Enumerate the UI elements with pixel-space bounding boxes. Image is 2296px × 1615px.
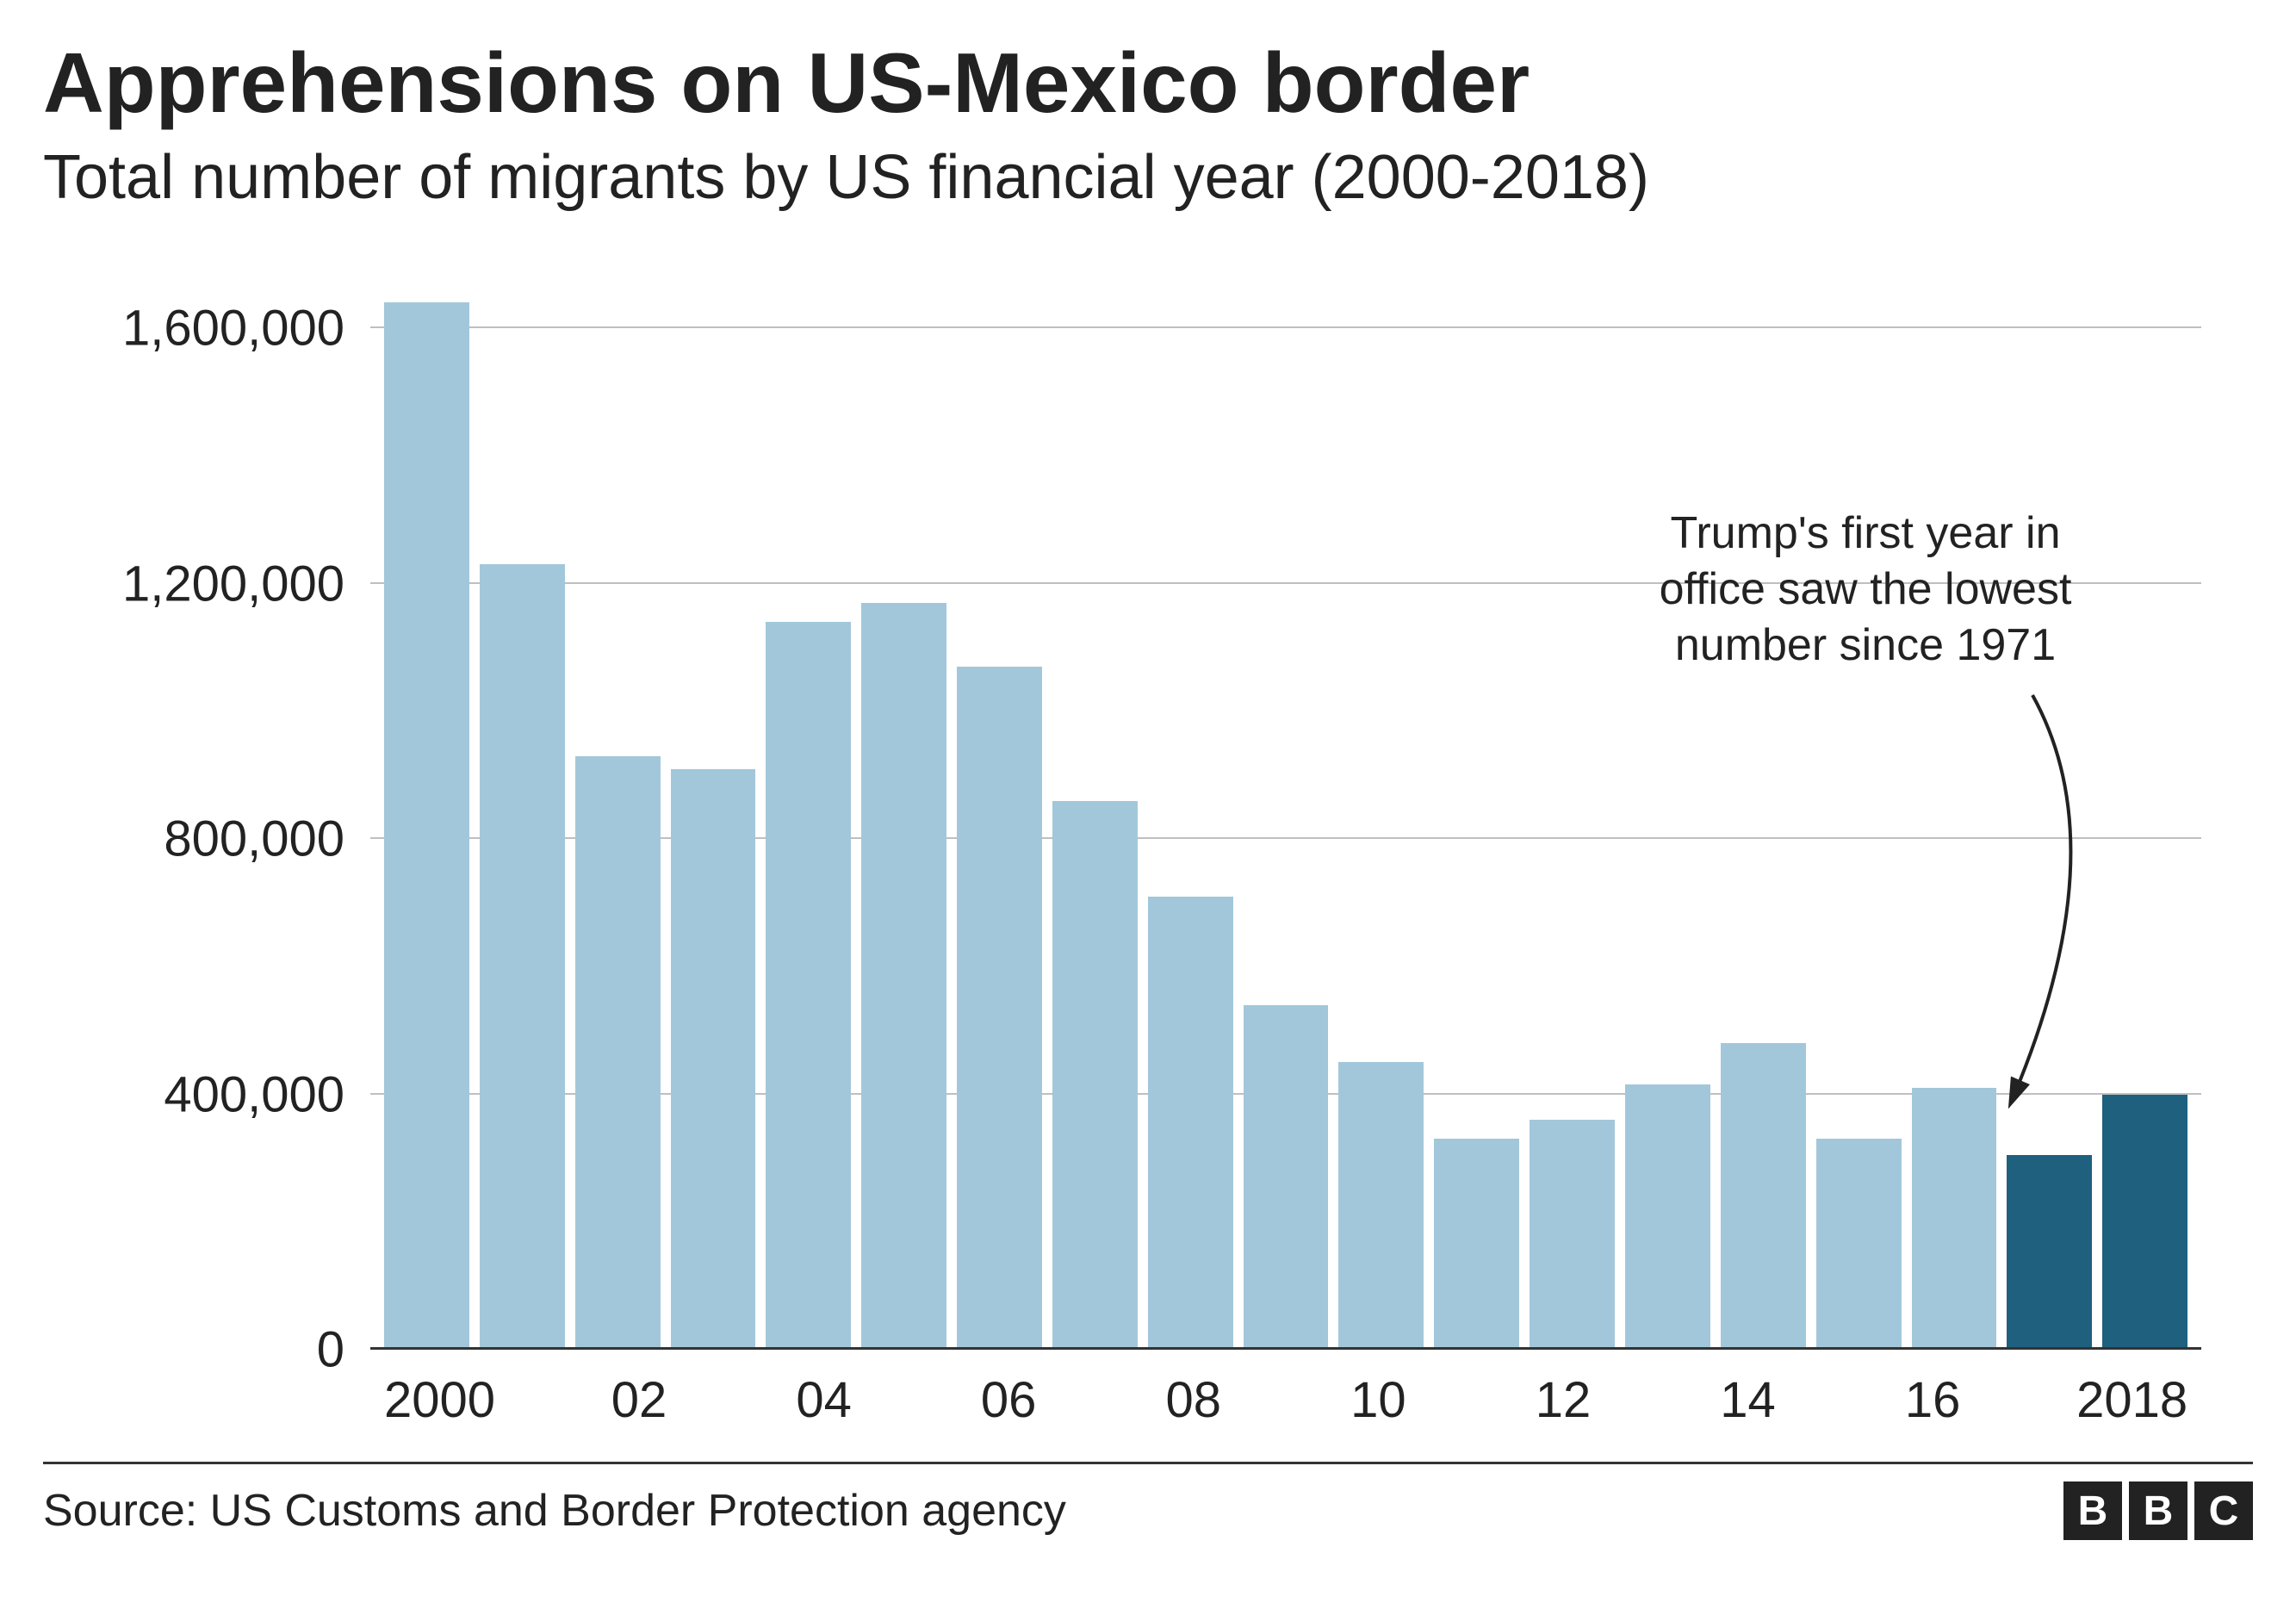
- bar: [1625, 1084, 1710, 1350]
- footer-rule: [43, 1462, 2253, 1464]
- x-axis-labels: 2000 02 04 06 08 10 12 14 16 2018: [370, 1358, 2201, 1436]
- bbc-logo-letter: B: [2129, 1481, 2187, 1540]
- bar: [2007, 1155, 2092, 1350]
- bar: [1338, 1062, 1424, 1350]
- x-tick-label: 16: [1891, 1358, 1973, 1436]
- baseline: [370, 1347, 2201, 1350]
- bar: [957, 667, 1042, 1350]
- x-tick-label: 14: [1707, 1358, 1789, 1436]
- chart-annotation: Trump's first year inoffice saw the lowe…: [1624, 506, 2107, 674]
- bar: [861, 603, 946, 1350]
- x-tick-label: [1984, 1358, 2066, 1436]
- chart-footer: Source: US Customs and Border Protection…: [43, 1481, 2253, 1540]
- bbc-logo: BBC: [2063, 1481, 2253, 1540]
- y-tick-label: 0: [43, 1321, 362, 1379]
- y-tick-label: 1,200,000: [43, 555, 362, 612]
- bar: [1434, 1139, 1519, 1350]
- bar: [1530, 1120, 1615, 1350]
- plot-area: [370, 264, 2201, 1350]
- bar: [2102, 1095, 2187, 1350]
- x-tick-label: 06: [968, 1358, 1050, 1436]
- x-tick-label: [506, 1358, 587, 1436]
- bars-container: [370, 264, 2201, 1350]
- bar: [575, 756, 661, 1350]
- bar: [1912, 1088, 1997, 1350]
- x-tick-label: 04: [783, 1358, 865, 1436]
- bar: [480, 564, 565, 1350]
- x-tick-label: 02: [598, 1358, 679, 1436]
- bar: [1816, 1139, 1902, 1350]
- bar: [1148, 897, 1233, 1350]
- bar: [1721, 1043, 1806, 1350]
- y-tick-label: 1,600,000: [43, 300, 362, 357]
- annotation-line: Trump's first year in: [1624, 506, 2107, 562]
- source-text: Source: US Customs and Border Protection…: [43, 1485, 1066, 1537]
- annotation-line: number since 1971: [1624, 618, 2107, 674]
- x-tick-label: [1060, 1358, 1142, 1436]
- annotation-line: office saw the lowest: [1624, 562, 2107, 618]
- x-tick-label: 12: [1522, 1358, 1604, 1436]
- bar: [1244, 1005, 1329, 1350]
- bar: [384, 302, 469, 1350]
- x-tick-label: [1615, 1358, 1697, 1436]
- x-tick-label: 08: [1152, 1358, 1234, 1436]
- x-tick-label: [691, 1358, 773, 1436]
- x-tick-label: 10: [1337, 1358, 1419, 1436]
- x-tick-label: 2018: [2076, 1358, 2187, 1436]
- x-tick-label: [1799, 1358, 1881, 1436]
- bar: [1052, 801, 1138, 1350]
- y-tick-label: 800,000: [43, 811, 362, 868]
- y-tick-label: 400,000: [43, 1065, 362, 1123]
- x-tick-label: [1244, 1358, 1326, 1436]
- x-tick-label: [875, 1358, 957, 1436]
- chart-title: Apprehensions on US-Mexico border: [43, 34, 2253, 132]
- chart-subtitle: Total number of migrants by US financial…: [43, 142, 2253, 213]
- x-tick-label: 2000: [384, 1358, 495, 1436]
- bar: [671, 769, 756, 1350]
- bar: [766, 622, 851, 1350]
- bbc-logo-letter: B: [2063, 1481, 2122, 1540]
- chart-area: 0 400,000 800,000 1,200,000 1,600,000 2000 02…: [43, 247, 2253, 1436]
- x-tick-label: [1430, 1358, 1511, 1436]
- bbc-logo-letter: C: [2194, 1481, 2253, 1540]
